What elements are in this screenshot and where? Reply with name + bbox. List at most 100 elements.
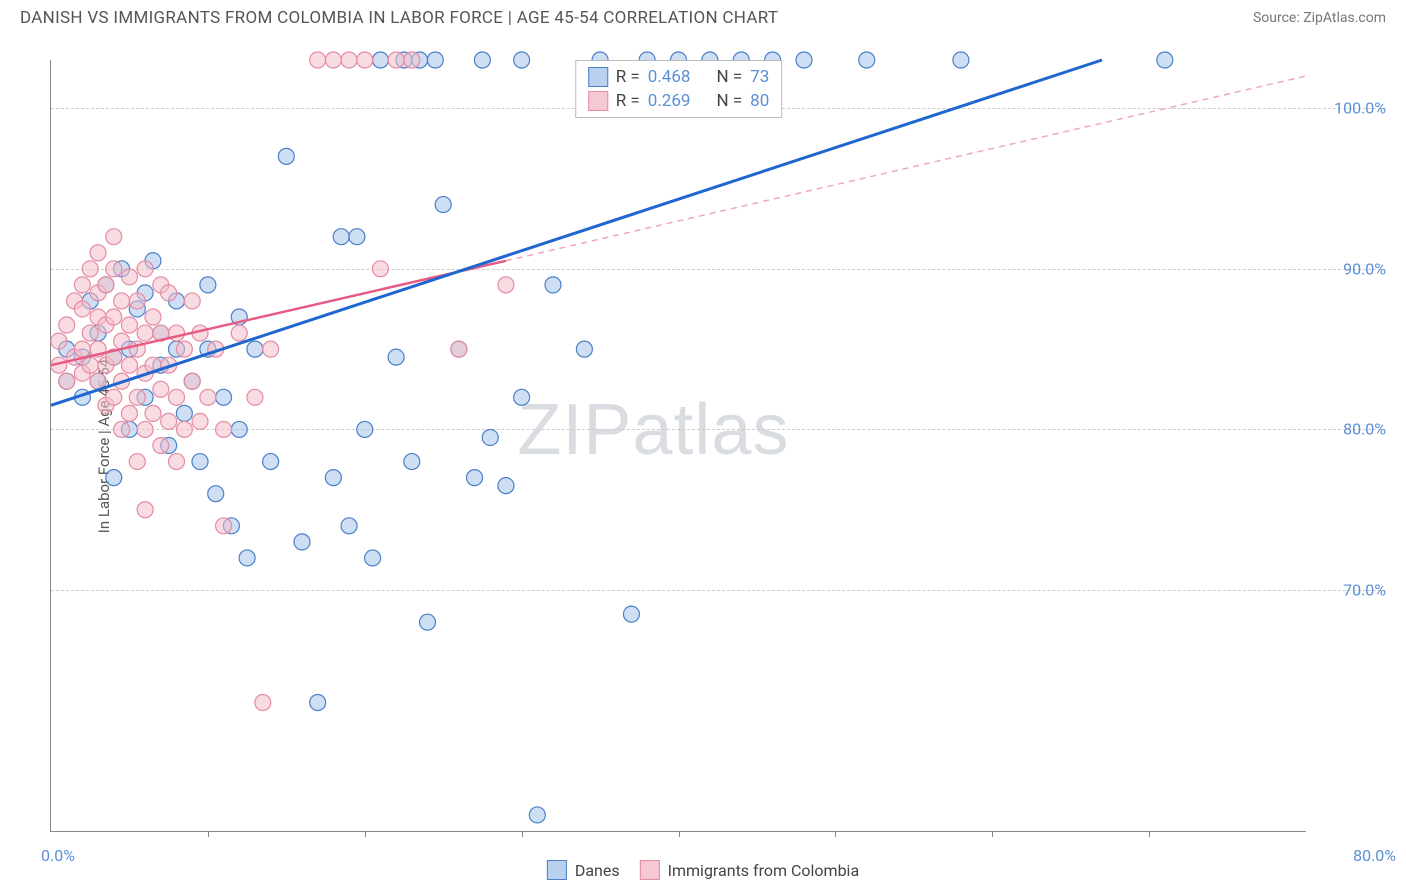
data-point bbox=[129, 293, 145, 309]
data-point bbox=[231, 421, 247, 437]
chart-plot-area: ZIPatlas In Labor Force | Age 45-54 70.0… bbox=[50, 60, 1306, 832]
legend-label-colombia: Immigrants from Colombia bbox=[668, 861, 860, 880]
data-point bbox=[278, 148, 294, 164]
data-point bbox=[74, 277, 90, 293]
data-point bbox=[404, 52, 420, 68]
data-point bbox=[953, 52, 969, 68]
y-tick-label: 70.0% bbox=[1316, 581, 1386, 600]
legend-item-danes: Danes bbox=[547, 860, 620, 880]
legend-label-danes: Danes bbox=[575, 861, 620, 880]
data-point bbox=[216, 421, 232, 437]
data-point bbox=[192, 454, 208, 470]
swatch-blue bbox=[547, 860, 567, 880]
data-point bbox=[137, 261, 153, 277]
swatch-blue bbox=[588, 67, 608, 87]
correlation-row-danes: R = 0.468 N = 73 bbox=[588, 65, 770, 89]
data-point bbox=[514, 389, 530, 405]
data-point bbox=[325, 52, 341, 68]
data-point bbox=[98, 277, 114, 293]
source-label: Source: ZipAtlas.com bbox=[1253, 10, 1386, 26]
r-value-colombia: 0.269 bbox=[648, 91, 691, 111]
x-axis-start-label: 0.0% bbox=[41, 846, 75, 865]
data-point bbox=[161, 413, 177, 429]
chart-title: DANISH VS IMMIGRANTS FROM COLOMBIA IN LA… bbox=[20, 8, 778, 28]
data-point bbox=[263, 341, 279, 357]
data-point bbox=[106, 309, 122, 325]
data-point bbox=[161, 285, 177, 301]
data-point bbox=[153, 438, 169, 454]
r-value-danes: 0.468 bbox=[648, 67, 691, 87]
x-tick bbox=[522, 831, 523, 837]
data-point bbox=[51, 333, 67, 349]
data-point bbox=[90, 245, 106, 261]
data-point bbox=[333, 229, 349, 245]
data-point bbox=[137, 502, 153, 518]
data-point bbox=[529, 807, 545, 823]
data-point bbox=[169, 389, 185, 405]
data-point bbox=[420, 614, 436, 630]
legend-item-colombia: Immigrants from Colombia bbox=[640, 860, 860, 880]
data-point bbox=[349, 229, 365, 245]
data-point bbox=[514, 52, 530, 68]
data-point bbox=[114, 421, 130, 437]
data-point bbox=[451, 341, 467, 357]
data-point bbox=[129, 454, 145, 470]
data-point bbox=[263, 454, 279, 470]
data-point bbox=[1157, 52, 1173, 68]
data-point bbox=[216, 518, 232, 534]
data-point bbox=[82, 357, 98, 373]
data-point bbox=[474, 52, 490, 68]
data-point bbox=[341, 52, 357, 68]
data-point bbox=[121, 317, 137, 333]
swatch-pink bbox=[640, 860, 660, 880]
x-tick bbox=[1149, 831, 1150, 837]
x-tick bbox=[679, 831, 680, 837]
x-tick bbox=[992, 831, 993, 837]
data-point bbox=[216, 389, 232, 405]
series-legend: Danes Immigrants from Colombia bbox=[547, 860, 859, 880]
data-point bbox=[129, 389, 145, 405]
scatter-plot-svg bbox=[51, 60, 1306, 831]
data-point bbox=[859, 52, 875, 68]
data-point bbox=[121, 357, 137, 373]
data-point bbox=[106, 229, 122, 245]
chart-header: DANISH VS IMMIGRANTS FROM COLOMBIA IN LA… bbox=[0, 0, 1406, 32]
correlation-row-colombia: R = 0.269 N = 80 bbox=[588, 89, 770, 113]
swatch-pink bbox=[588, 91, 608, 111]
data-point bbox=[114, 293, 130, 309]
data-point bbox=[59, 373, 75, 389]
data-point bbox=[74, 301, 90, 317]
data-point bbox=[184, 373, 200, 389]
data-point bbox=[467, 470, 483, 486]
data-point bbox=[357, 52, 373, 68]
data-point bbox=[176, 421, 192, 437]
data-point bbox=[184, 293, 200, 309]
data-point bbox=[482, 429, 498, 445]
data-point bbox=[388, 52, 404, 68]
n-value-colombia: 80 bbox=[750, 91, 769, 111]
data-point bbox=[357, 421, 373, 437]
data-point bbox=[372, 52, 388, 68]
data-point bbox=[576, 341, 592, 357]
data-point bbox=[231, 325, 247, 341]
y-tick-label: 90.0% bbox=[1316, 259, 1386, 278]
data-point bbox=[365, 550, 381, 566]
x-tick bbox=[208, 831, 209, 837]
y-tick-label: 100.0% bbox=[1316, 99, 1386, 118]
data-point bbox=[341, 518, 357, 534]
data-point bbox=[623, 606, 639, 622]
y-tick-label: 80.0% bbox=[1316, 420, 1386, 439]
data-point bbox=[208, 486, 224, 502]
x-axis-end-label: 80.0% bbox=[1353, 846, 1396, 865]
n-value-danes: 73 bbox=[750, 67, 769, 87]
x-tick bbox=[365, 831, 366, 837]
data-point bbox=[427, 52, 443, 68]
data-point bbox=[200, 389, 216, 405]
data-point bbox=[294, 534, 310, 550]
data-point bbox=[435, 197, 451, 213]
data-point bbox=[106, 261, 122, 277]
data-point bbox=[176, 405, 192, 421]
data-point bbox=[137, 325, 153, 341]
data-point bbox=[545, 277, 561, 293]
data-point bbox=[59, 317, 75, 333]
